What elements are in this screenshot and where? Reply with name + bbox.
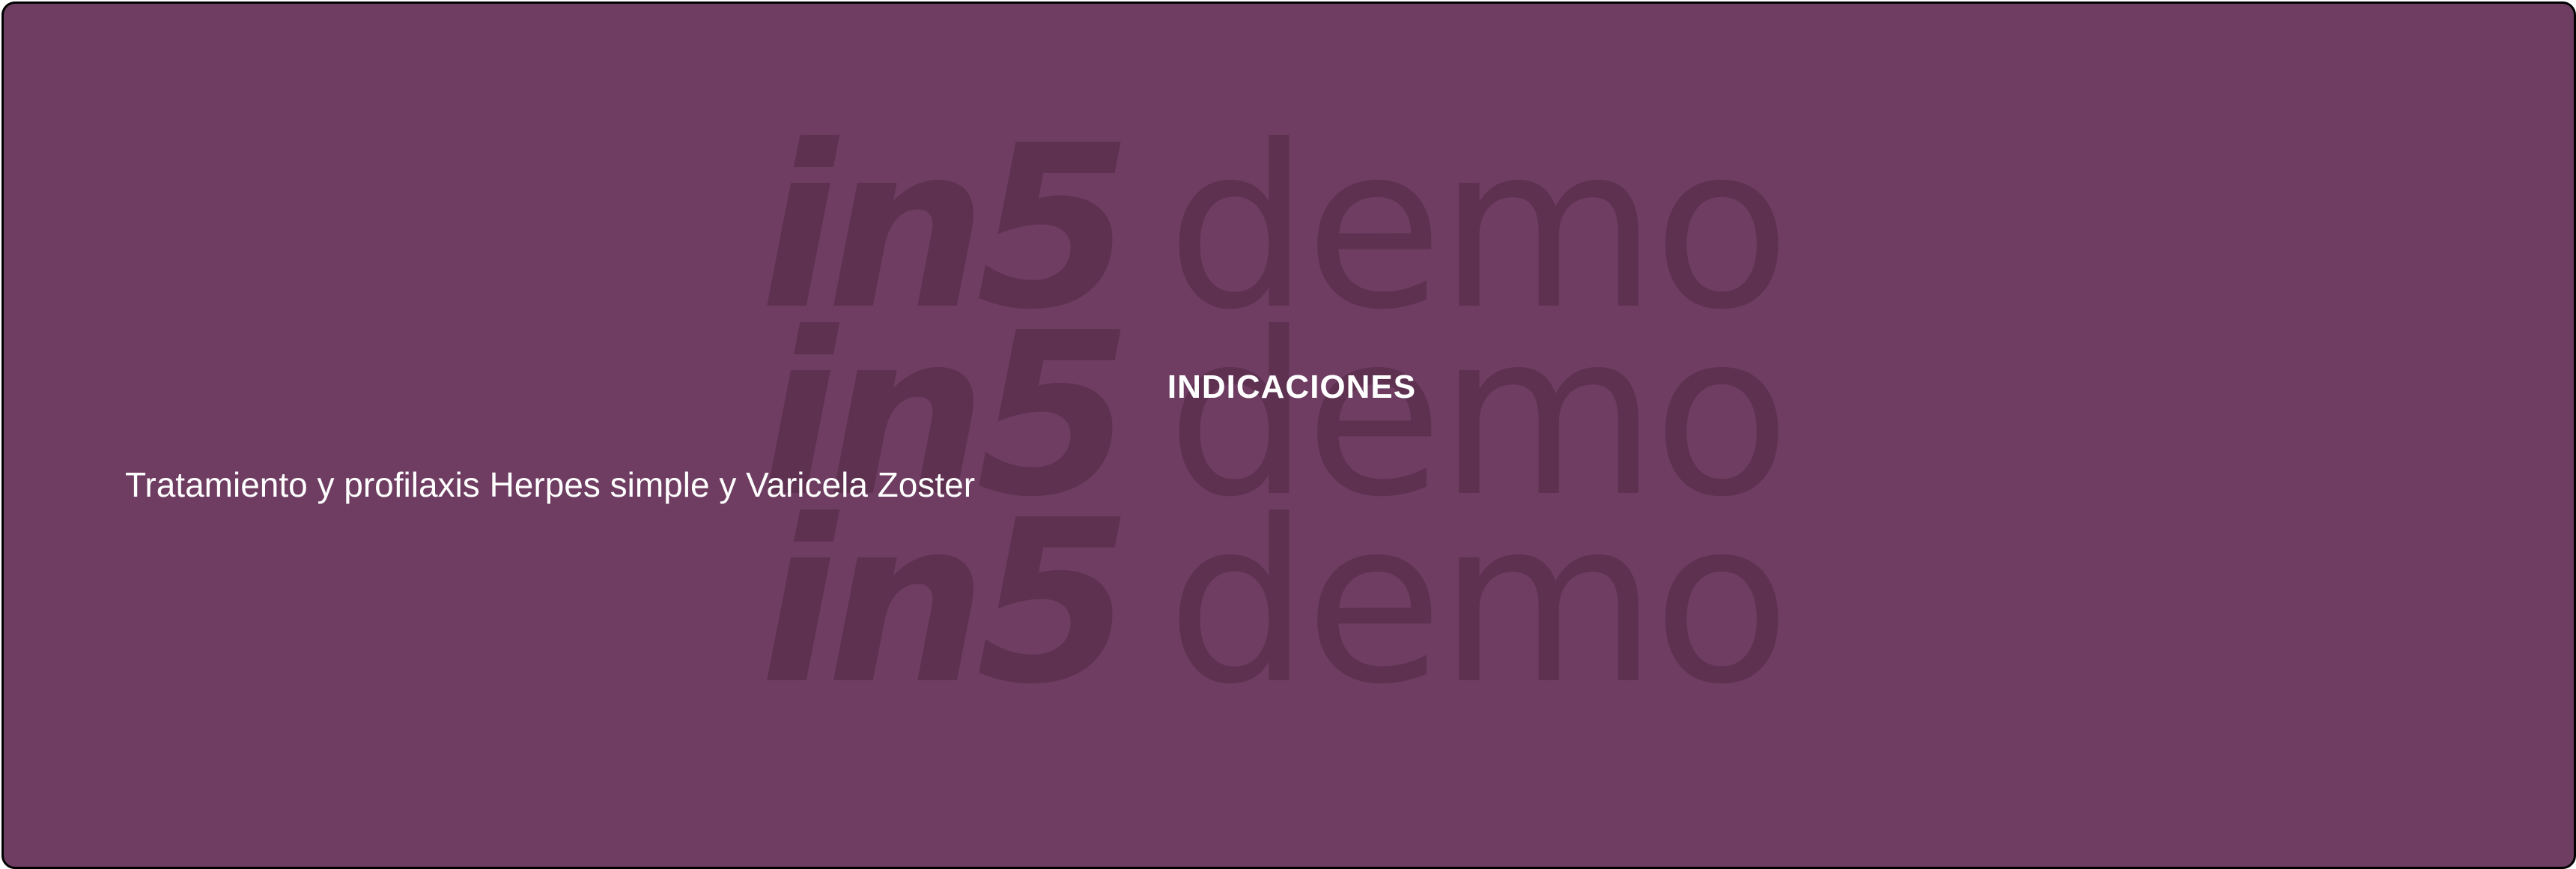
- watermark-word: demo: [1167, 472, 1790, 733]
- demo-watermark: in5 demo in5 demo in5 demo: [760, 116, 1846, 753]
- section-heading: INDICACIONES: [1167, 369, 1417, 405]
- indication-text: Tratamiento y profilaxis Herpes simple y…: [125, 465, 976, 504]
- watermark-brand: in5: [760, 472, 1132, 733]
- watermark-brand: in5: [760, 97, 1132, 359]
- watermark-line: in5 demo: [760, 116, 1790, 341]
- watermark-word: demo: [1167, 97, 1790, 359]
- watermark-line: in5 demo: [760, 491, 1790, 715]
